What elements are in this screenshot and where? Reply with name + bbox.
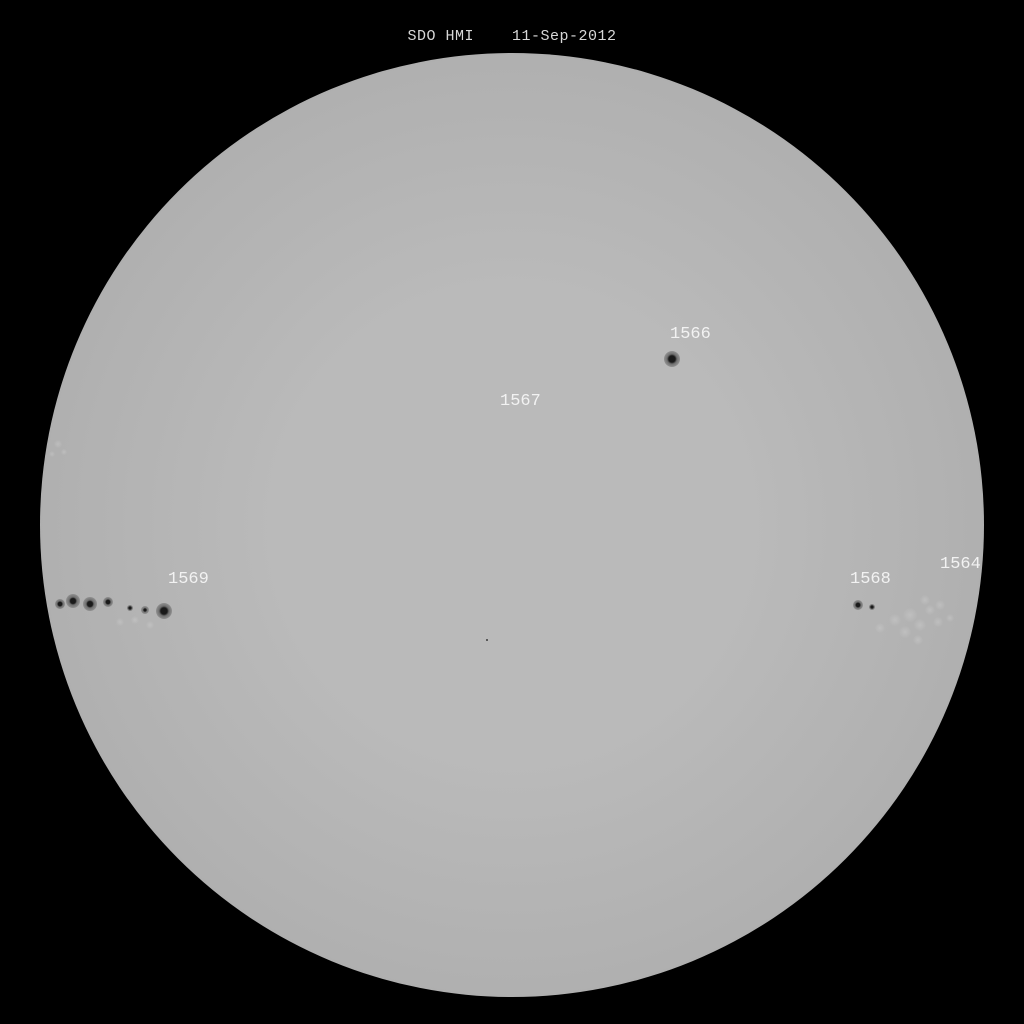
instrument-label: SDO HMI (407, 28, 474, 45)
sunspot-1569 (83, 597, 97, 611)
sunspot-1566 (664, 351, 680, 367)
sunspot-1568 (853, 600, 863, 610)
faculae-patch (914, 619, 926, 631)
faculae-patch (899, 626, 911, 638)
region-label-1567: 1567 (500, 392, 541, 411)
faculae-patch (913, 635, 923, 645)
faculae-patch (116, 618, 124, 626)
sunspot-1569 (103, 597, 113, 607)
sunspot-1567 (486, 639, 488, 641)
sunspot-1569 (156, 603, 172, 619)
sunspot-1569 (141, 606, 149, 614)
faculae-patch (875, 623, 885, 633)
faculae-patch (146, 621, 154, 629)
faculae-patch (935, 600, 945, 610)
faculae-patch (925, 605, 935, 615)
faculae-patch (889, 614, 901, 626)
faculae-patch (131, 616, 139, 624)
region-label-1569: 1569 (168, 570, 209, 589)
sunspot-1569 (66, 594, 80, 608)
faculae-patch (933, 617, 943, 627)
region-label-1564: 1564 (940, 555, 981, 574)
header-separator (483, 28, 502, 45)
region-label-1566: 1566 (670, 325, 711, 344)
sunspot-1569 (55, 599, 65, 609)
region-label-1568: 1568 (850, 570, 891, 589)
solar-disc (40, 53, 984, 997)
faculae-patch (54, 440, 62, 448)
solar-image-stage: SDO HMI 11-Sep-2012 1566 1567 1569 1568 1564 (0, 0, 1024, 1024)
faculae-patch (946, 614, 954, 622)
faculae-patch (61, 449, 67, 455)
observation-date: 11-Sep-2012 (512, 28, 617, 45)
image-header: SDO HMI 11-Sep-2012 (0, 28, 1024, 45)
sunspot-1569 (127, 605, 133, 611)
faculae-patch (920, 595, 930, 605)
faculae-patch (49, 451, 55, 457)
sunspot-1568 (869, 604, 875, 610)
